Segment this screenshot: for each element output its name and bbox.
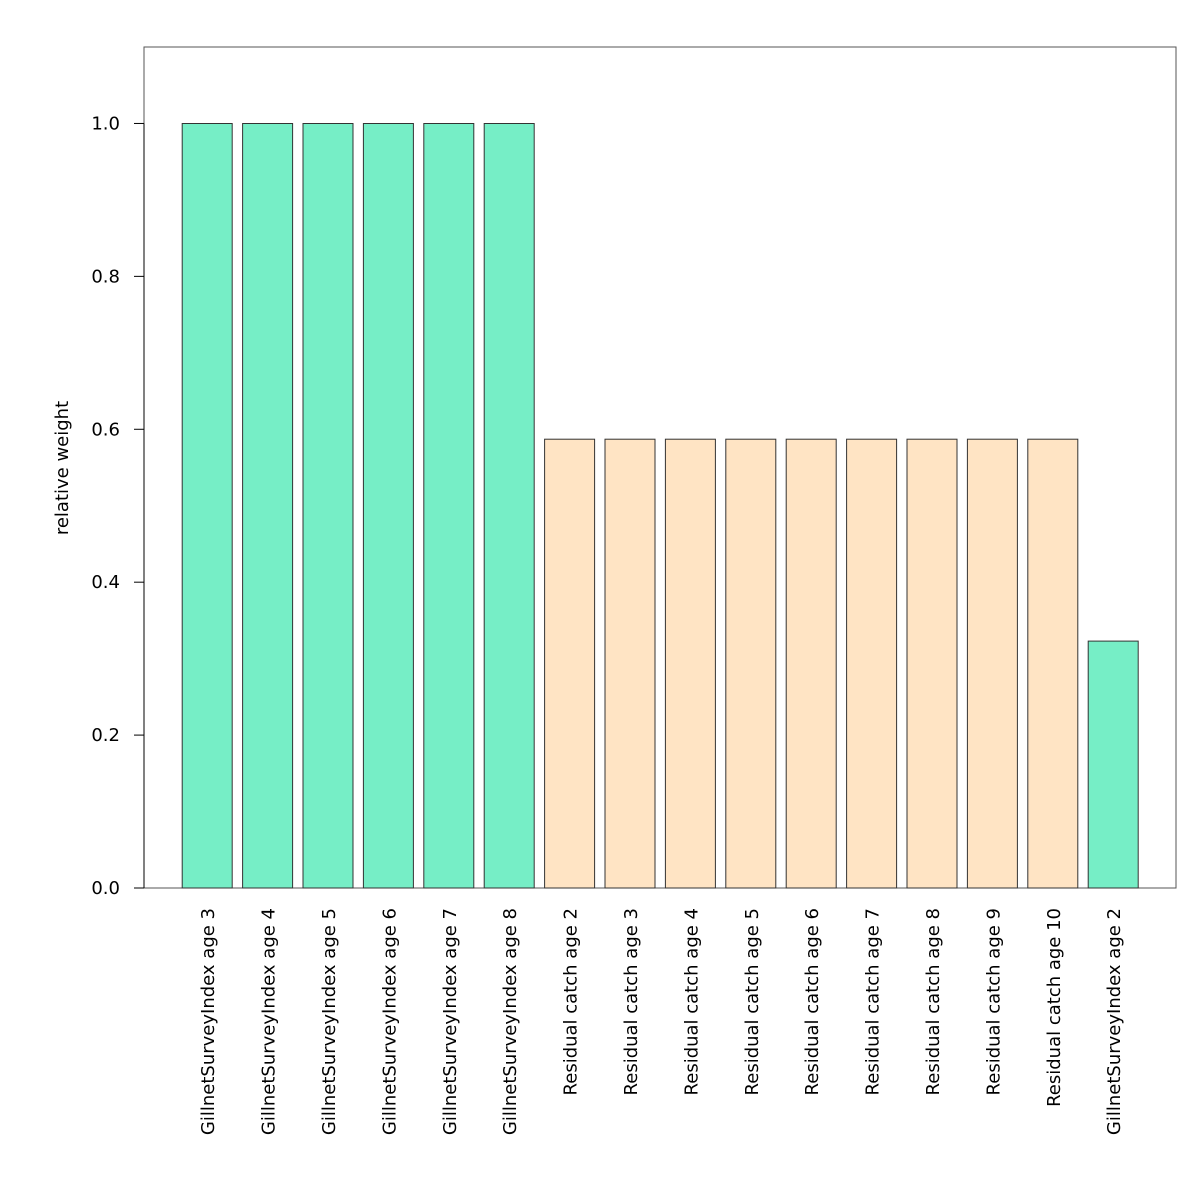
y-axis: 0.0 0.2 0.4 0.6 0.8 1.0 xyxy=(91,113,145,899)
x-category-label: Residual catch age 8 xyxy=(923,908,944,1095)
bar-14 xyxy=(966,438,1018,889)
bar-11 xyxy=(785,438,837,889)
x-category-label: GillnetSurveyIndex age 2 xyxy=(1104,908,1125,1135)
y-tick-label: 1.0 xyxy=(91,113,120,134)
bar-13 xyxy=(906,438,958,889)
bar-5 xyxy=(423,123,475,889)
bar-7 xyxy=(544,438,596,889)
y-tick-label: 0.0 xyxy=(91,878,120,899)
x-category-label: Residual catch age 9 xyxy=(983,908,1004,1095)
bar-8 xyxy=(604,438,656,889)
bar-6 xyxy=(483,123,535,889)
y-axis-label: relative weight xyxy=(52,401,73,535)
x-category-label: Residual catch age 3 xyxy=(621,908,642,1095)
x-category-label: Residual catch age 10 xyxy=(1044,908,1065,1107)
y-tick-label: 0.4 xyxy=(91,572,120,593)
x-category-label: GillnetSurveyIndex age 5 xyxy=(319,908,340,1135)
bar-3 xyxy=(302,123,354,889)
y-tick-label: 0.6 xyxy=(91,419,120,440)
bar-4 xyxy=(362,123,414,889)
x-category-label: GillnetSurveyIndex age 3 xyxy=(198,908,219,1135)
x-category-label: GillnetSurveyIndex age 4 xyxy=(259,908,280,1135)
x-category-label: Residual catch age 5 xyxy=(742,908,763,1095)
x-category-label: Residual catch age 4 xyxy=(681,908,702,1095)
bar-16 xyxy=(1087,640,1139,889)
y-tick-label: 0.2 xyxy=(91,725,120,746)
bar-1 xyxy=(181,123,233,889)
x-category-label: GillnetSurveyIndex age 7 xyxy=(440,908,461,1135)
x-category-label: GillnetSurveyIndex age 6 xyxy=(379,908,400,1135)
plot-frame xyxy=(143,46,1177,889)
x-category-label: Residual catch age 2 xyxy=(561,908,582,1095)
bar-12 xyxy=(846,438,898,889)
bar-2 xyxy=(242,123,294,889)
bar-9 xyxy=(664,438,716,889)
bar-10 xyxy=(725,438,777,889)
x-category-label: Residual catch age 6 xyxy=(802,908,823,1095)
x-category-label: GillnetSurveyIndex age 8 xyxy=(500,908,521,1135)
y-tick-label: 0.8 xyxy=(91,266,120,287)
bar-15 xyxy=(1027,438,1079,889)
x-category-label: Residual catch age 7 xyxy=(863,908,884,1095)
x-axis-labels: GillnetSurveyIndex age 3 GillnetSurveyInd… xyxy=(198,908,1125,1135)
bars xyxy=(181,123,1139,889)
